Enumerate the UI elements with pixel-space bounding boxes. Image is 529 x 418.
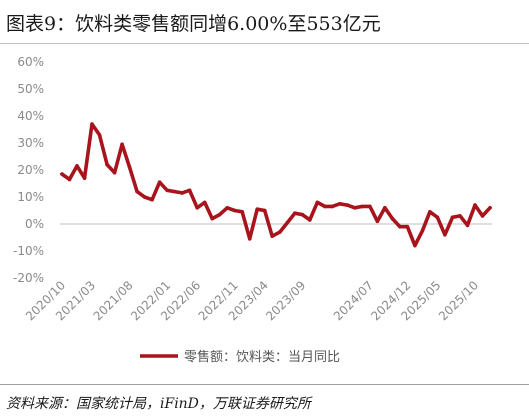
y-tick-label: -10% <box>13 244 44 258</box>
y-tick-label: 10% <box>17 190 44 204</box>
chart-title: 图表9：饮料类零售额同增6.00%至553亿元 <box>6 13 381 35</box>
x-tick-label: 2024/07 <box>331 278 376 323</box>
legend-label: 零售额：饮料类：当月同比 <box>184 349 340 365</box>
y-tick-label: -20% <box>13 271 44 285</box>
x-tick-label: 2021/08 <box>91 278 136 323</box>
y-tick-label: 40% <box>17 109 44 123</box>
legend: 零售额：饮料类：当月同比 <box>140 349 340 365</box>
y-tick-label: 20% <box>17 163 44 177</box>
x-tick-label: 2025/10 <box>436 278 481 323</box>
y-tick-label: 30% <box>17 136 44 150</box>
source-note: 资料来源：国家统计局，iFinD，万联证券研究所 <box>6 396 311 412</box>
y-axis: -20% -10% 0% 10% 20% 30% 40% 50% 60% <box>13 55 44 285</box>
y-tick-label: 50% <box>17 82 44 96</box>
title-divider <box>0 43 529 44</box>
x-axis: 2020/102021/032021/082022/012022/062022/… <box>23 278 481 323</box>
series-line <box>60 122 492 248</box>
source-divider <box>0 384 529 385</box>
line-chart: -20% -10% 0% 10% 20% 30% 40% 50% 60% 2020/102021… <box>13 55 492 365</box>
x-tick-label: 2023/09 <box>263 278 308 323</box>
title-bar: 图表9：饮料类零售额同增6.00%至553亿元 <box>0 0 529 44</box>
y-tick-label: 0% <box>25 217 44 231</box>
data-points <box>60 122 492 248</box>
y-tick-label: 60% <box>17 55 44 69</box>
